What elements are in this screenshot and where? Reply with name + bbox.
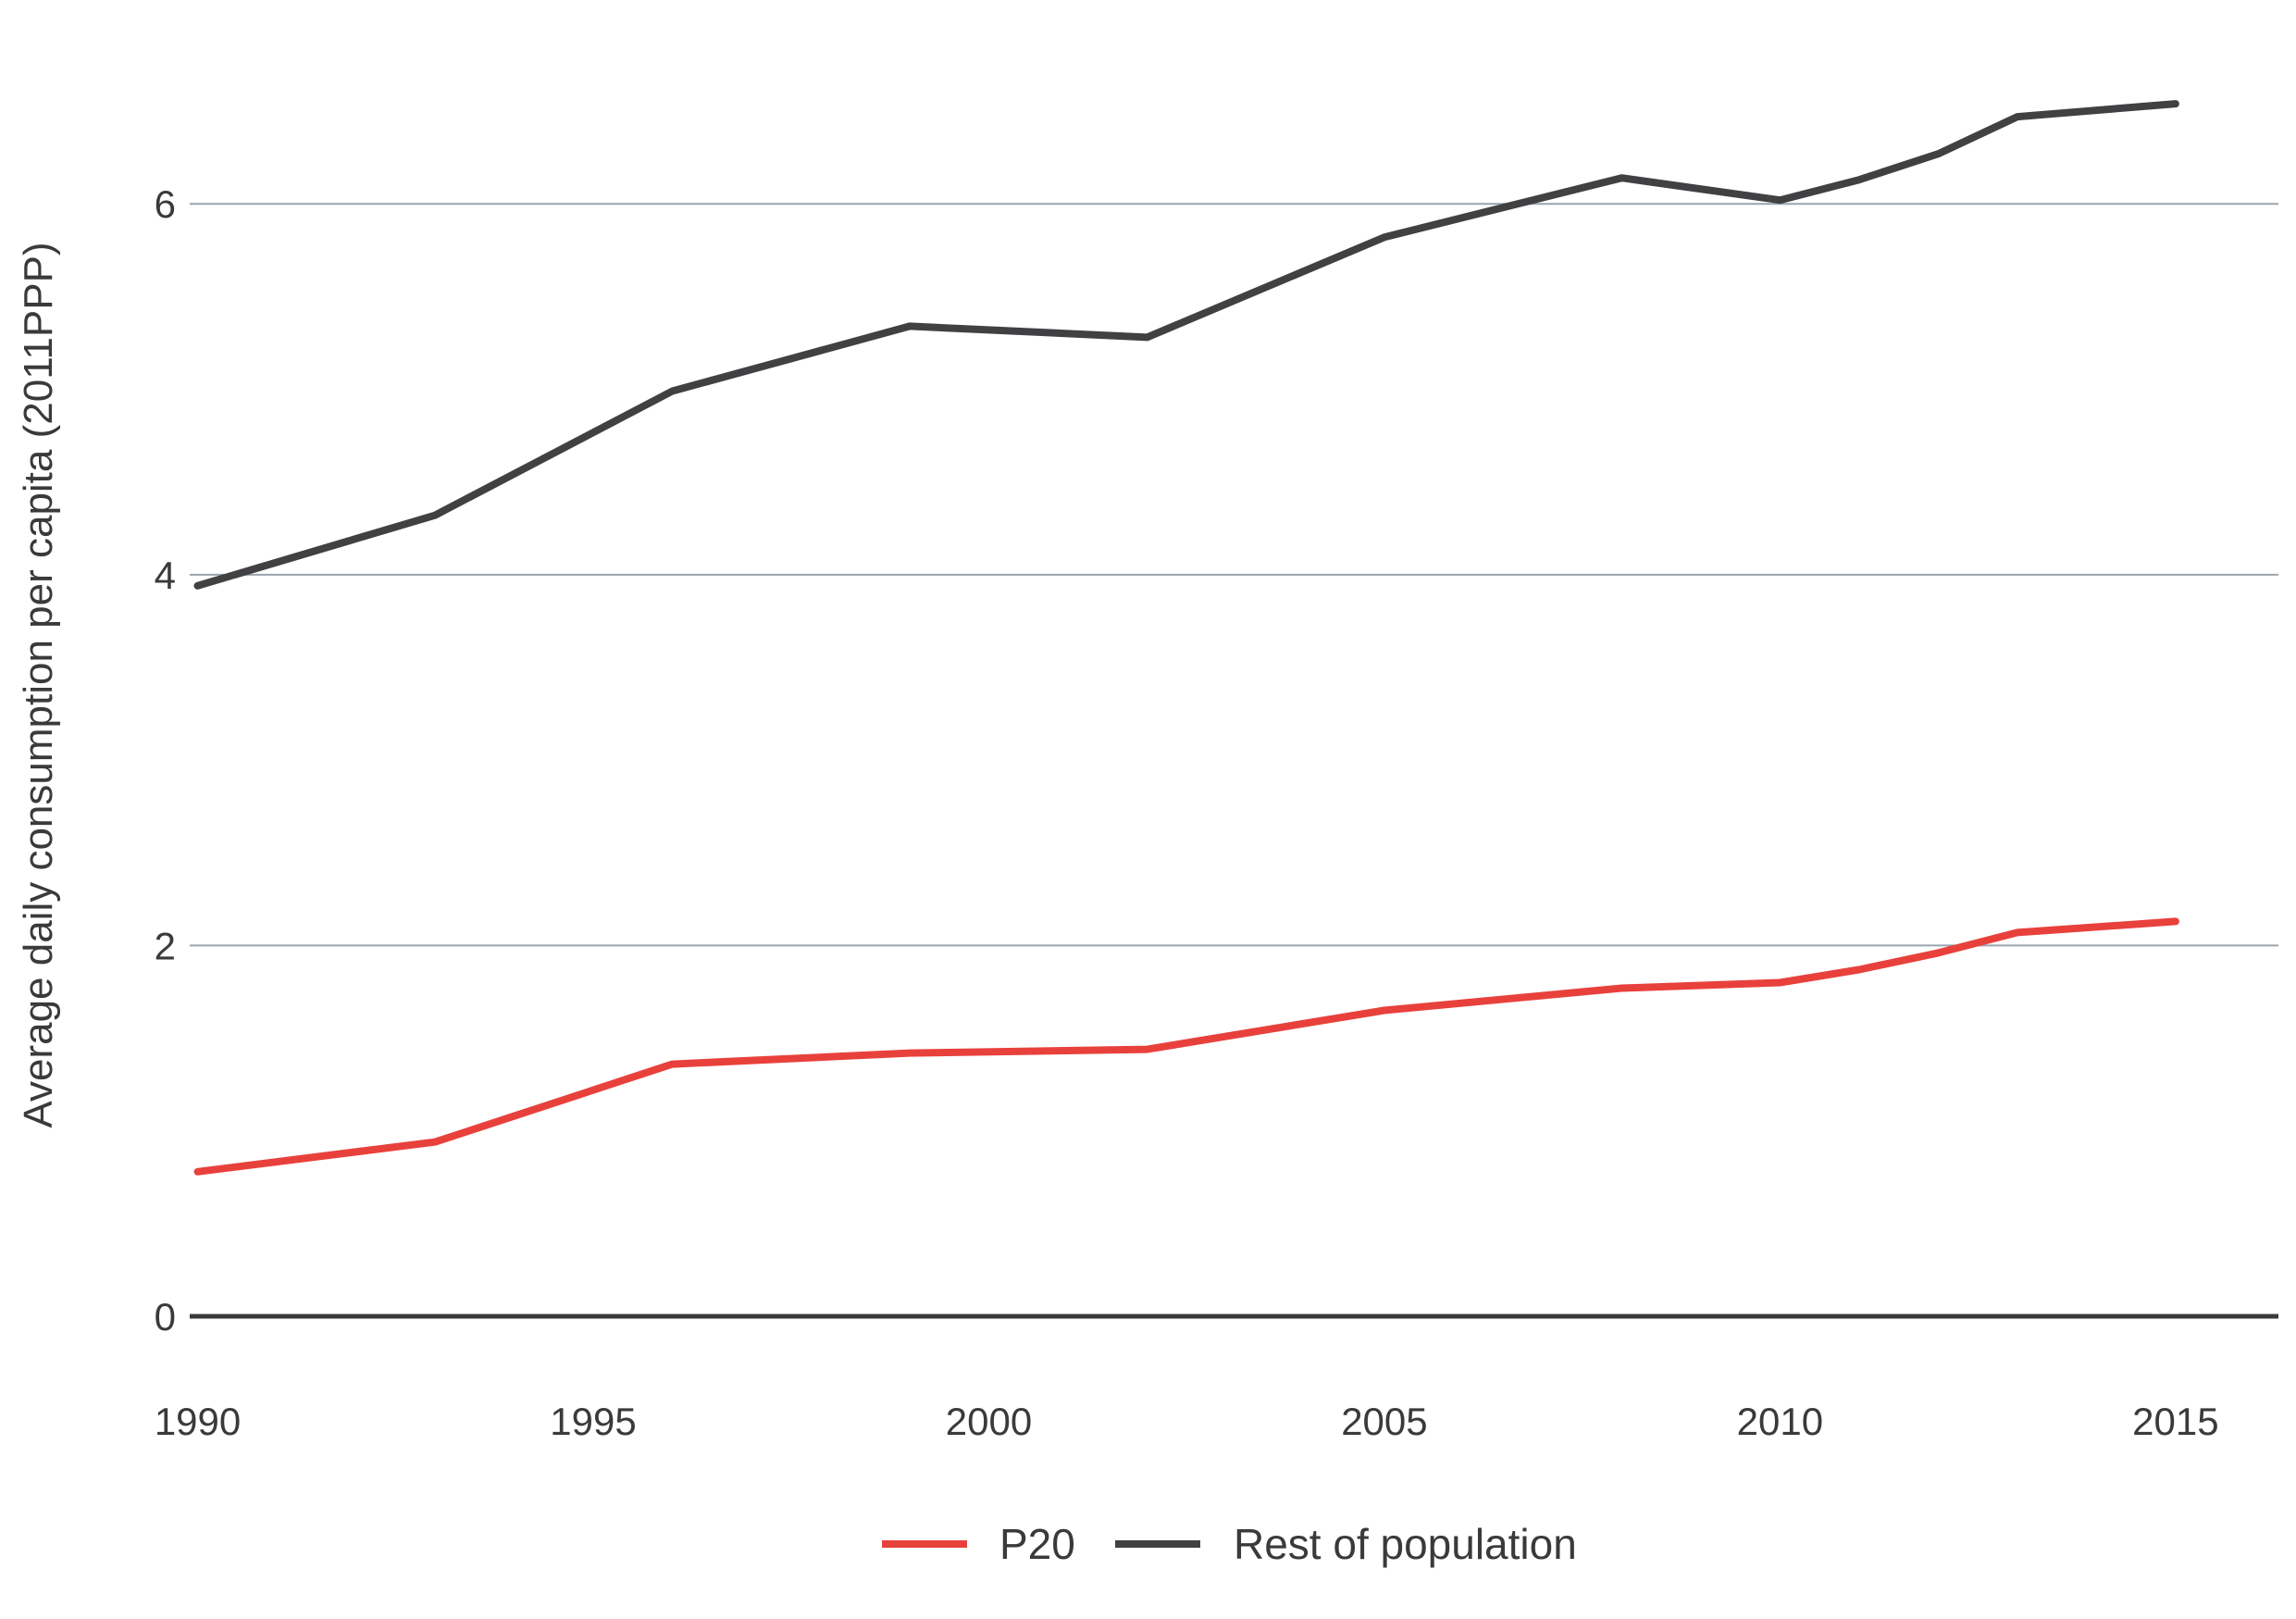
- x-tick-label: 2005: [1341, 1400, 1427, 1443]
- series-line-p20: [193, 917, 2179, 1176]
- legend: P20 Rest of population: [882, 1520, 1577, 1568]
- x-axis-ticks: 1990 1995 2000 2005 2010 2015: [155, 1400, 2219, 1443]
- series-line-rest-of-population: [193, 100, 2179, 590]
- y-tick-label: 4: [155, 554, 176, 597]
- x-tick-label: 2000: [946, 1400, 1032, 1443]
- y-tick-label: 0: [155, 1295, 176, 1339]
- gridlines: [190, 203, 2278, 1319]
- legend-label: Rest of population: [1234, 1520, 1577, 1568]
- y-axis-ticks: 0 2 4 6: [155, 182, 176, 1339]
- x-tick-label: 2015: [2132, 1400, 2218, 1443]
- y-axis-title: Average daily consumption per capita (20…: [16, 242, 61, 1127]
- x-tick-label: 2010: [1737, 1400, 1823, 1443]
- x-tick-label: 1995: [550, 1400, 636, 1443]
- legend-label: P20: [999, 1520, 1075, 1568]
- y-tick-label: 2: [155, 924, 176, 967]
- series-lines: [193, 100, 2179, 1176]
- x-tick-label: 1990: [155, 1400, 241, 1443]
- y-tick-label: 6: [155, 182, 176, 226]
